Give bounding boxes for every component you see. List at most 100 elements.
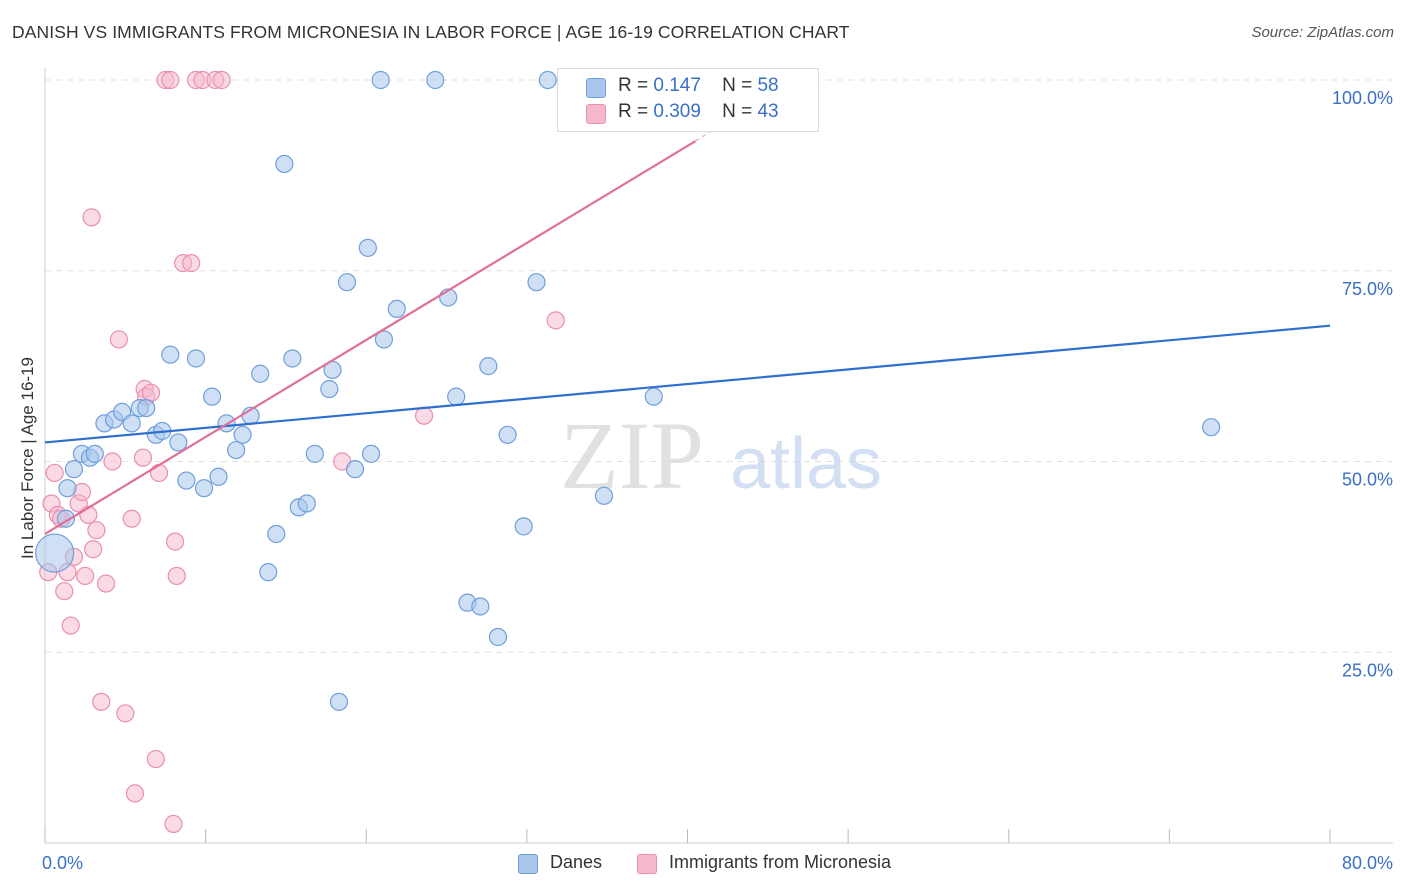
danes-point-0	[35, 533, 75, 573]
legend-swatch-micronesia	[586, 104, 606, 124]
chart-title: DANISH VS IMMIGRANTS FROM MICRONESIA IN …	[12, 22, 850, 42]
micronesia-point-11	[76, 566, 95, 586]
micronesia-point-16	[92, 692, 111, 711]
grid-layer	[45, 79, 1392, 653]
y-tick-label-75: 75.0%	[1342, 279, 1393, 299]
danes-point-3	[64, 460, 84, 479]
legend-micronesia-r-label: R =	[618, 101, 649, 122]
micronesia-point-15	[87, 521, 106, 540]
legend-swatch-danes	[586, 78, 606, 98]
danes-point-29	[275, 154, 294, 174]
danes-point-34	[320, 379, 339, 399]
legend-danes-n-value: 58	[757, 75, 779, 96]
danes-point-44	[426, 70, 445, 90]
x-tick-label-80: 80.0%	[1342, 853, 1393, 873]
micronesia-point-33	[167, 566, 186, 586]
micronesia-point-7	[61, 616, 80, 635]
bottom-legend-swatch-danes	[518, 854, 538, 874]
danes-point-19	[194, 479, 214, 498]
legend-danes-r-value: 0.147	[653, 75, 701, 96]
danes-point-18	[186, 349, 206, 368]
micronesia-trend-line	[44, 140, 697, 535]
watermark-atlas: atlas	[730, 424, 882, 504]
danes-point-12	[137, 398, 156, 418]
micronesia-point-31	[164, 814, 183, 834]
micronesia-point-32	[166, 532, 185, 551]
legend-micronesia-n-value: 43	[757, 101, 779, 122]
legend-micronesia-r-value: 0.309	[653, 101, 701, 122]
danes-trend-line	[44, 324, 1331, 444]
bottom-legend-swatch-micronesia	[637, 854, 657, 874]
legend-box: R = 0.147 N = 58 R = 0.309 N = 43	[557, 68, 819, 132]
legend-micronesia-n-label: N =	[722, 101, 753, 122]
bottom-legend-label-danes: Danes	[550, 852, 603, 872]
micronesia-point-22	[125, 784, 145, 803]
micronesia-point-41	[414, 406, 434, 425]
danes-point-57	[1202, 418, 1221, 437]
watermark-zip: ZIP	[560, 402, 704, 509]
watermark: ZIP atlas	[560, 402, 882, 509]
danes-point-2	[58, 479, 77, 498]
bottom-legend-label-micronesia: Immigrants from Micronesia	[669, 852, 892, 872]
danes-point-56	[644, 387, 663, 406]
danes-point-6	[85, 444, 104, 463]
danes-point-49	[479, 357, 498, 376]
micronesia-point-39	[212, 70, 231, 90]
micronesia-point-26	[141, 383, 161, 402]
danes-point-37	[337, 273, 357, 292]
axis-layer: 25.0% 50.0% 75.0% 100.0% 0.0% 80.0%	[42, 68, 1393, 873]
micronesia-point-28	[149, 463, 169, 483]
danes-point-32	[297, 494, 316, 513]
danes-point-17	[177, 471, 196, 490]
micronesia-point-20	[116, 704, 135, 723]
danes-point-50	[488, 627, 508, 647]
chart-source: Source: ZipAtlas.com	[1251, 24, 1394, 41]
danes-point-16	[169, 433, 188, 452]
danes-point-41	[371, 70, 390, 90]
y-axis-label: In Labor Force | Age 16-19	[18, 357, 37, 559]
micronesia-point-21	[122, 509, 141, 528]
micronesia-point-30	[161, 70, 180, 90]
danes-point-53	[527, 273, 546, 292]
micronesia-point-14	[84, 540, 103, 559]
micronesia-point-23	[133, 448, 153, 467]
micronesia-point-13	[82, 208, 101, 227]
y-tick-label-100: 100.0%	[1332, 88, 1393, 108]
danes-point-15	[161, 345, 180, 364]
danes-point-36	[329, 692, 349, 711]
danes-points	[35, 70, 1221, 711]
danes-point-51	[498, 425, 517, 444]
legend-danes-n-label: N =	[722, 75, 753, 96]
danes-point-38	[345, 460, 365, 479]
danes-point-54	[538, 70, 557, 90]
micronesia-point-19	[109, 330, 128, 349]
danes-point-27	[259, 563, 278, 582]
danes-point-48	[471, 597, 490, 616]
micronesia-point-42	[546, 311, 565, 330]
micronesia-point-35	[182, 254, 201, 273]
danes-point-55	[594, 486, 614, 505]
danes-point-39	[358, 238, 377, 257]
danes-point-43	[387, 299, 406, 318]
danes-point-30	[283, 349, 302, 368]
micronesia-point-5	[55, 582, 74, 601]
micronesia-point-17	[96, 574, 116, 593]
micronesia-point-18	[103, 452, 122, 471]
danes-point-46	[447, 387, 466, 406]
y-tick-label-25: 25.0%	[1342, 660, 1393, 680]
danes-point-21	[209, 467, 228, 486]
micronesia-point-27	[146, 749, 165, 769]
danes-point-26	[251, 364, 270, 383]
danes-point-23	[227, 440, 246, 460]
danes-point-52	[514, 517, 533, 536]
legend-danes-r-label: R =	[618, 75, 649, 96]
danes-point-42	[374, 330, 394, 349]
danes-point-40	[361, 444, 381, 463]
danes-point-24	[233, 425, 252, 444]
danes-point-33	[305, 444, 324, 463]
danes-point-10	[122, 414, 141, 433]
y-tick-label-50: 50.0%	[1342, 470, 1393, 490]
danes-point-28	[267, 524, 286, 544]
micronesia-points	[39, 70, 565, 834]
